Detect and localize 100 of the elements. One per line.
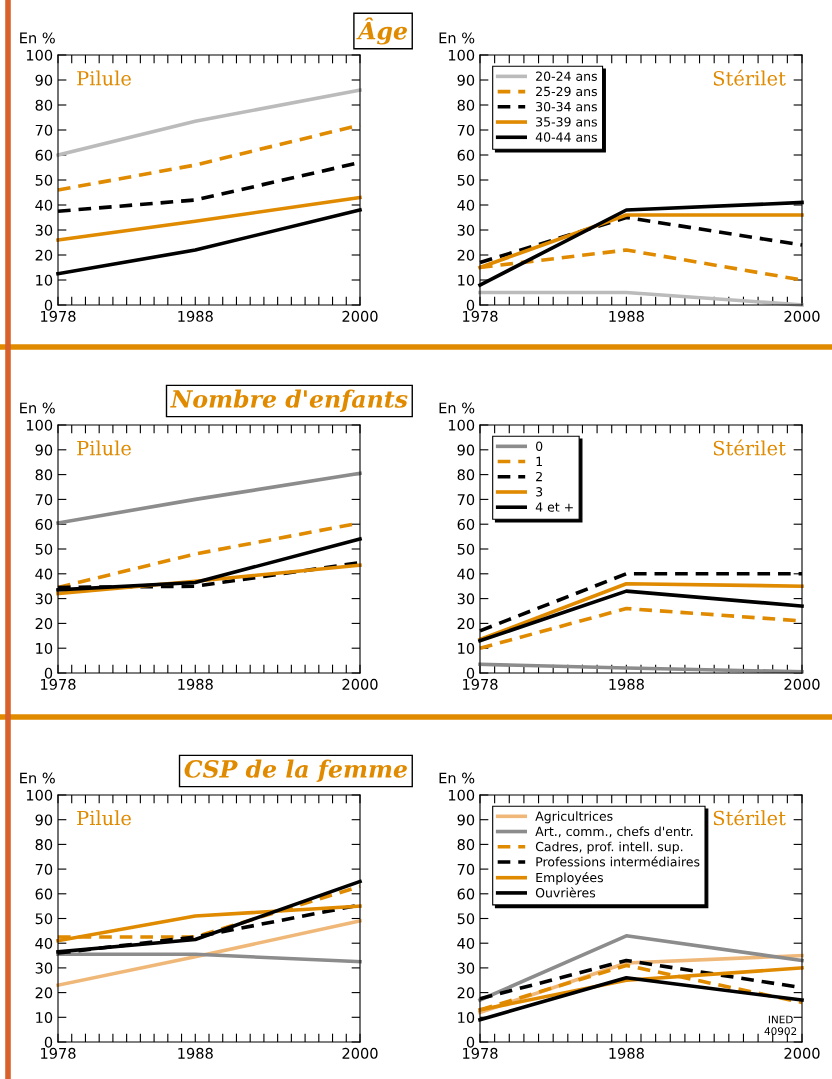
x-tick-label: 1988 [178, 1047, 213, 1059]
legend-label: 0 [536, 441, 543, 451]
y-tick-label: 10 [36, 642, 53, 654]
x-tick-label: 2000 [342, 310, 378, 322]
y-tick-label: 100 [26, 419, 53, 431]
y-tick-label: 30 [35, 962, 53, 974]
x-tick-label: 1978 [41, 678, 76, 690]
x-tick-label: 1988 [609, 1047, 644, 1059]
chart-title: CSP de la femme [184, 759, 407, 782]
y-tick-label: 30 [35, 593, 53, 605]
x-tick-label: 2000 [784, 1047, 820, 1059]
y-tick-label: 10 [458, 642, 475, 654]
legend-label: 2 [536, 471, 542, 482]
legend-label: 4 et + [535, 502, 573, 512]
y-axis-title: En % [20, 32, 55, 44]
y-tick-label: 40 [35, 199, 53, 211]
legend-label: Cadres, prof. intell. sup. [535, 841, 683, 854]
annotation: Pilule [77, 810, 131, 826]
y-tick-label: 0 [44, 299, 53, 311]
y-tick-label: 100 [26, 49, 53, 61]
y-tick-label: 90 [457, 74, 475, 86]
x-tick-label: 1988 [178, 310, 213, 322]
x-tick-label: 2000 [342, 1047, 378, 1059]
annotation: Stérilet [713, 69, 786, 86]
annotation: Stérilet [713, 439, 786, 456]
y-tick-label: 70 [457, 494, 475, 506]
legend-label: Agricultrices [535, 811, 613, 824]
y-tick-label: 30 [35, 224, 53, 236]
x-tick-label: 1988 [178, 678, 213, 690]
y-tick-label: 30 [457, 224, 475, 236]
chart-title: Âge [356, 17, 407, 45]
legend-label: 3 [536, 487, 543, 497]
x-tick-label: 2000 [342, 678, 378, 690]
y-tick-label: 50 [457, 543, 475, 555]
y-tick-label: 30 [457, 593, 475, 605]
x-tick-label: 2000 [784, 678, 820, 690]
y-tick-label: 60 [35, 888, 53, 900]
y-tick-label: 20 [457, 249, 475, 261]
y-tick-label: 20 [457, 987, 475, 999]
y-tick-label: 20 [35, 249, 53, 261]
annotation: Stérilet [713, 809, 786, 826]
y-tick-label: 50 [35, 174, 53, 186]
y-tick-label: 40 [457, 199, 475, 211]
y-tick-label: 90 [35, 74, 53, 86]
y-tick-label: 40 [35, 937, 53, 949]
x-tick-label: 1978 [463, 1047, 498, 1059]
y-tick-label: 100 [448, 789, 475, 801]
legend-label: 30-34 ans [536, 101, 597, 112]
y-tick-label: 90 [457, 444, 475, 456]
y-tick-label: 0 [466, 667, 475, 679]
y-tick-label: 0 [466, 299, 475, 311]
y-axis-title: En % [439, 772, 475, 784]
x-tick-label: 1978 [41, 1047, 76, 1059]
y-tick-label: 80 [457, 469, 475, 481]
legend-label: Ouvrières [535, 887, 596, 898]
x-tick-label: 1978 [41, 310, 76, 322]
y-tick-label: 60 [457, 518, 475, 530]
y-tick-label: 100 [26, 789, 53, 801]
legend-label: Professions intermédiaires [536, 856, 700, 867]
annotation: Pilule [77, 70, 131, 86]
y-tick-label: 70 [457, 863, 475, 875]
y-tick-label: 90 [35, 814, 53, 826]
y-tick-label: 70 [35, 494, 53, 506]
x-tick-label: 1988 [609, 678, 644, 690]
x-tick-label: 2000 [784, 310, 820, 322]
y-tick-label: 60 [457, 888, 475, 900]
y-tick-label: 100 [448, 419, 475, 431]
y-tick-label: 0 [44, 667, 53, 679]
y-tick-label: 10 [36, 274, 53, 286]
y-tick-label: 80 [35, 469, 53, 481]
y-axis-title: En % [20, 772, 55, 784]
legend-label: Employées [536, 872, 603, 885]
legend-label: 20-24 ans [536, 71, 597, 81]
legend-label: 25-29 ans [536, 86, 597, 97]
y-tick-label: 90 [457, 814, 475, 826]
y-tick-label: 60 [35, 518, 53, 530]
y-tick-label: 70 [35, 863, 53, 875]
annotation: Pilule [77, 440, 131, 456]
y-tick-label: 70 [457, 124, 475, 136]
y-tick-label: 50 [457, 913, 475, 925]
y-tick-label: 20 [35, 618, 53, 630]
y-axis-title: En % [20, 402, 55, 414]
y-tick-label: 50 [457, 174, 475, 186]
y-tick-label: 80 [35, 99, 53, 111]
chart-title: Nombre d'enfants [170, 389, 408, 412]
y-tick-label: 20 [457, 618, 475, 630]
x-tick-label: 1978 [463, 310, 498, 322]
y-axis-title: En % [439, 32, 475, 44]
x-tick-label: 1978 [463, 678, 498, 690]
y-tick-label: 30 [457, 962, 475, 974]
x-tick-label: 1988 [609, 310, 644, 322]
y-tick-label: 0 [466, 1036, 475, 1048]
y-tick-label: 10 [36, 1012, 53, 1024]
y-tick-label: 40 [457, 937, 475, 949]
legend-label: 1 [536, 456, 542, 466]
y-tick-label: 100 [448, 49, 475, 61]
y-tick-label: 60 [35, 149, 53, 161]
y-tick-label: 60 [457, 149, 475, 161]
y-tick-label: 0 [44, 1036, 53, 1048]
annotation: INED 40902 [764, 1015, 797, 1036]
